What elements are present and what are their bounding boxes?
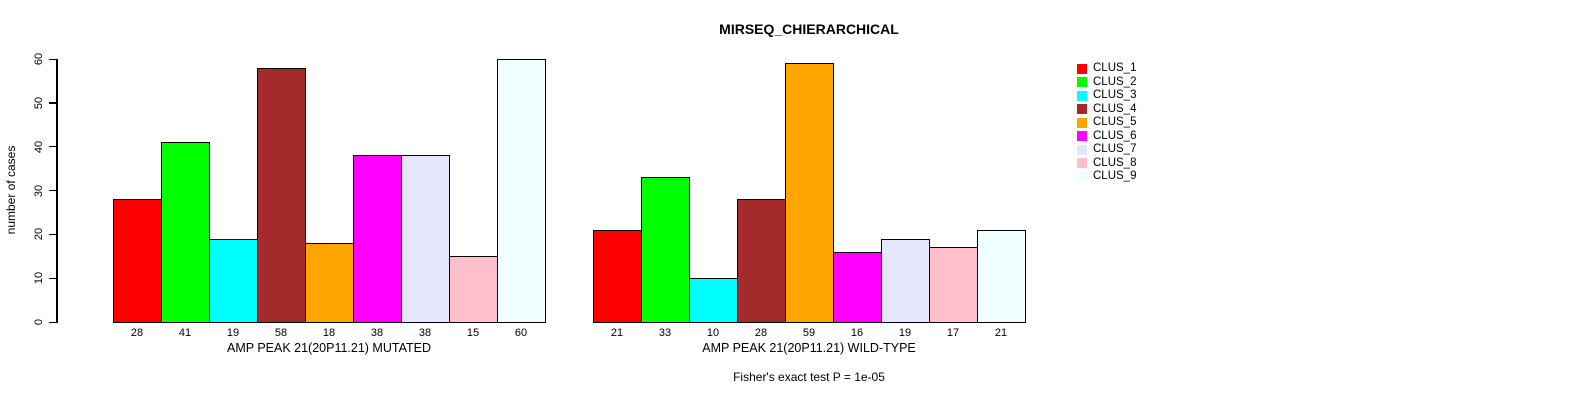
legend-label: CLUS_1 (1093, 62, 1137, 74)
bar-value-label: 16 (850, 327, 864, 339)
legend-swatch-clus_7 (1077, 144, 1087, 155)
bar-value-label: 41 (178, 327, 192, 339)
bar-clus_8 (929, 247, 978, 323)
legend-entry-clus_4: CLUS_4 (1077, 103, 1136, 117)
legend-entry-clus_7: CLUS_7 (1077, 143, 1136, 157)
legend-label: CLUS_4 (1093, 102, 1137, 115)
y-tick-mark (49, 58, 56, 60)
legend-swatch-clus_5 (1077, 117, 1087, 128)
legend-entry-clus_5: CLUS_5 (1077, 116, 1136, 130)
y-tick-mark (49, 146, 56, 148)
x-axis-title-wild-type: AMP PEAK 21(20P11.21) WILD-TYPE (702, 341, 916, 355)
bar-clus_9 (977, 229, 1026, 323)
bar-clus_2 (641, 177, 690, 323)
bar-clus_5 (785, 63, 834, 323)
legend-swatch-clus_1 (1077, 63, 1087, 74)
bar-value-label: 18 (322, 327, 336, 339)
x-axis-title-mutated: AMP PEAK 21(20P11.21) MUTATED (226, 341, 431, 355)
bar-clus_9 (497, 59, 546, 323)
bar-value-label: 59 (802, 327, 816, 339)
bar-value-label: 33 (658, 327, 672, 339)
bar-value-label: 38 (418, 327, 432, 339)
legend-swatch-clus_2 (1077, 77, 1087, 88)
legend-label: CLUS_8 (1093, 156, 1137, 169)
bar-clus_7 (401, 155, 450, 323)
bar-value-label: 15 (466, 327, 480, 339)
bar-clus_1 (113, 199, 162, 323)
chart-title: MIRSEQ_CHIERARCHICAL (719, 21, 899, 37)
bar-clus_2 (161, 142, 210, 323)
bar-value-label: 19 (226, 327, 240, 339)
legend-label: CLUS_5 (1093, 116, 1137, 128)
y-axis-line (56, 59, 58, 323)
bar-value-label: 21 (610, 327, 624, 339)
legend-label: CLUS_3 (1093, 89, 1137, 101)
bar-clus_3 (689, 278, 738, 323)
bar-clus_4 (737, 199, 786, 323)
legend-label: CLUS_7 (1093, 143, 1137, 155)
legend-entry-clus_9: CLUS_9 (1077, 170, 1136, 184)
legend-swatch-clus_6 (1077, 131, 1087, 142)
y-tick-mark (49, 233, 56, 236)
fisher-test-note: Fisher's exact test P = 1e-05 (733, 370, 885, 384)
bar-value-label: 60 (514, 327, 528, 339)
y-tick-mark (49, 190, 56, 192)
y-tick-mark (49, 102, 56, 104)
bar-clus_4 (257, 67, 306, 323)
bar-value-label: 21 (994, 327, 1008, 339)
legend-entry-clus_2: CLUS_2 (1077, 76, 1136, 90)
legend-label: CLUS_2 (1093, 75, 1137, 88)
bar-value-label: 17 (946, 327, 960, 339)
legend-swatch-clus_8 (1077, 158, 1087, 169)
legend-swatch-clus_3 (1077, 90, 1087, 101)
legend-entry-clus_6: CLUS_6 (1077, 130, 1136, 144)
bar-clus_8 (449, 256, 498, 323)
legend-label: CLUS_6 (1093, 129, 1137, 142)
bar-value-label: 28 (754, 327, 768, 339)
legend-entry-clus_8: CLUS_8 (1077, 157, 1136, 171)
bar-value-label: 28 (130, 327, 144, 339)
legend-entry-clus_1: CLUS_1 (1077, 62, 1136, 76)
bar-value-label: 10 (706, 327, 720, 339)
legend-swatch-clus_9 (1077, 171, 1087, 182)
bar-clus_1 (593, 229, 642, 323)
bar-value-label: 19 (898, 327, 912, 339)
y-tick-mark (49, 277, 56, 279)
legend-swatch-clus_4 (1077, 104, 1087, 115)
legend-label: CLUS_9 (1093, 170, 1137, 182)
y-tick-mark (49, 321, 56, 323)
legend-entry-clus_3: CLUS_3 (1077, 89, 1136, 103)
bar-clus_3 (209, 238, 258, 323)
bar-value-label: 38 (370, 327, 384, 339)
bar-value-label: 58 (274, 327, 288, 339)
bar-clus_5 (305, 243, 354, 323)
